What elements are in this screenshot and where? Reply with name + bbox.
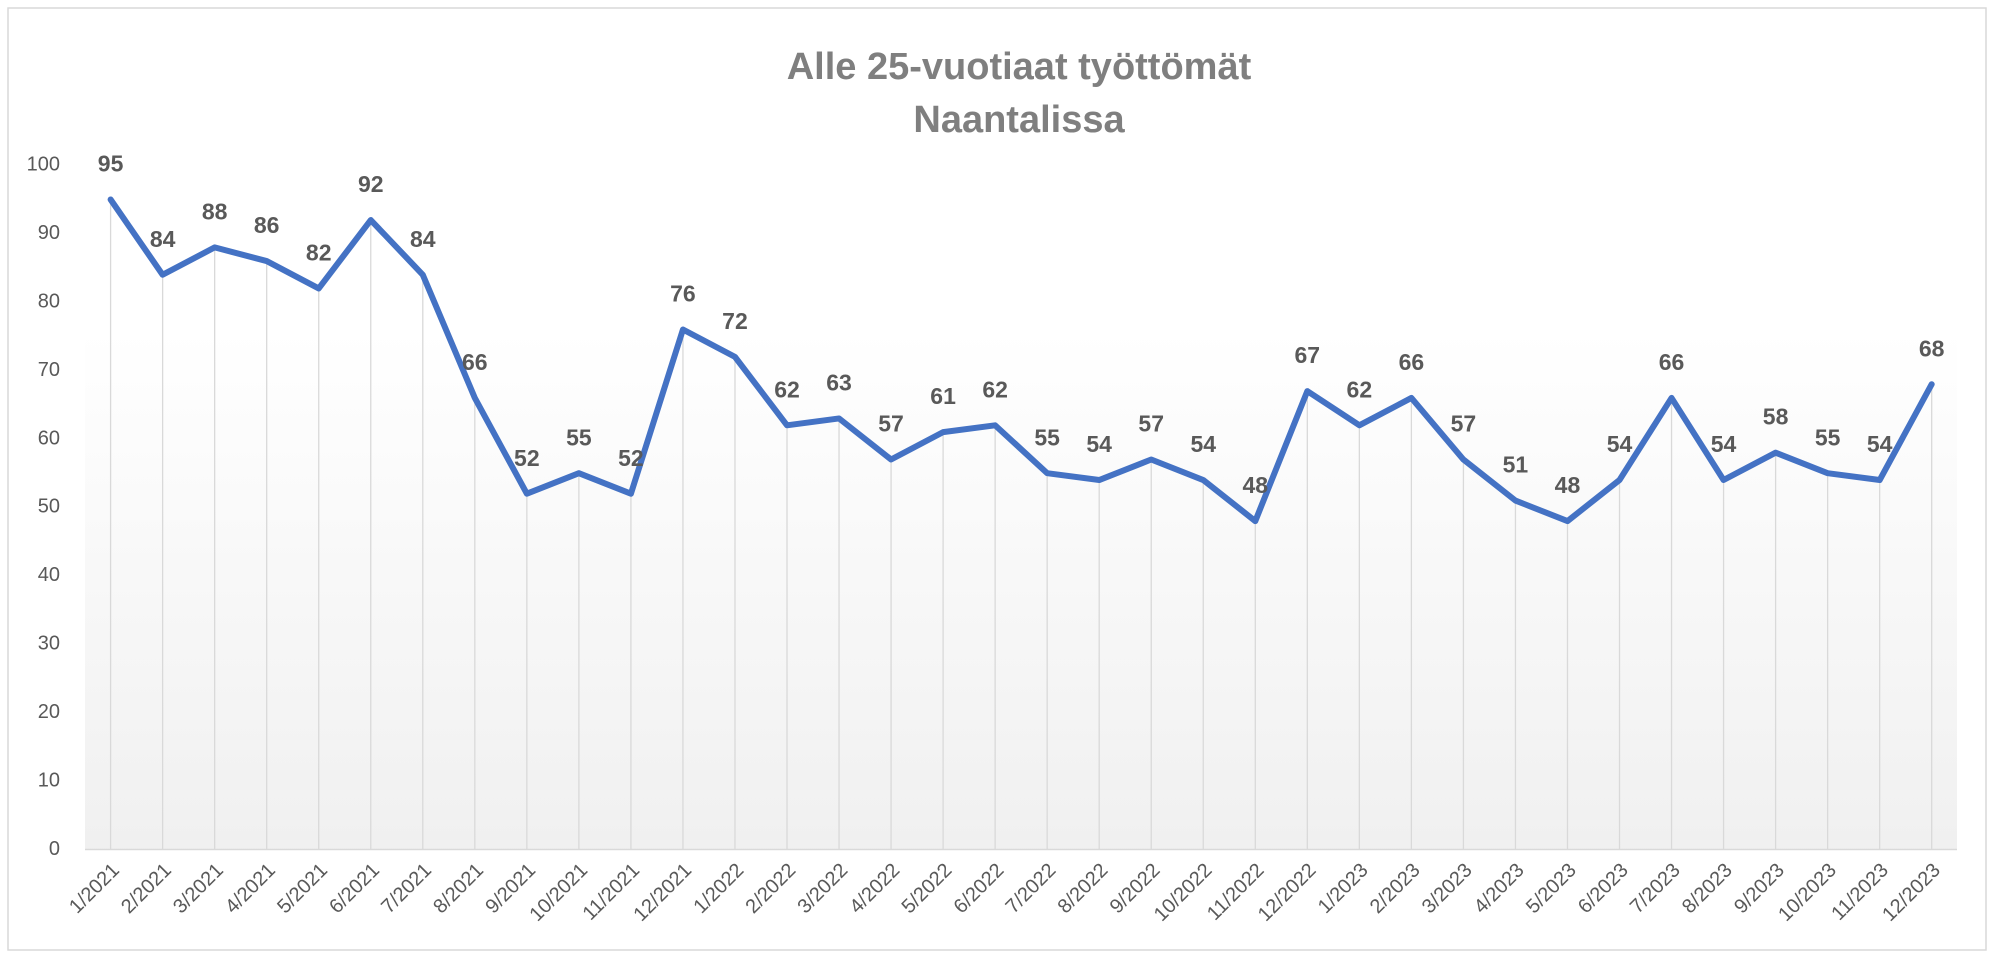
y-tick-label: 100 xyxy=(27,154,60,176)
data-label: 84 xyxy=(150,226,176,252)
data-label: 54 xyxy=(1867,431,1893,457)
data-label: 95 xyxy=(98,151,124,177)
data-label: 84 xyxy=(410,226,436,252)
data-label: 88 xyxy=(202,198,228,224)
y-tick-label: 90 xyxy=(38,222,60,244)
y-tick-label: 0 xyxy=(49,838,60,860)
y-tick-label: 10 xyxy=(38,769,60,791)
data-label: 55 xyxy=(566,424,592,450)
chart-title: Alle 25-vuotiaat työttömät xyxy=(787,46,1252,88)
data-label: 62 xyxy=(1347,376,1373,402)
data-label: 82 xyxy=(306,240,332,266)
y-tick-label: 50 xyxy=(38,496,60,518)
data-label: 55 xyxy=(1034,424,1060,450)
data-label: 48 xyxy=(1242,472,1268,498)
y-tick-label: 60 xyxy=(38,427,60,449)
plot-background xyxy=(85,330,1957,850)
data-label: 86 xyxy=(254,212,280,238)
y-tick-label: 80 xyxy=(38,290,60,312)
data-line xyxy=(107,196,1935,525)
data-label: 66 xyxy=(1399,349,1425,375)
data-label: 52 xyxy=(514,445,540,471)
data-label: 55 xyxy=(1815,424,1841,450)
data-label: 72 xyxy=(722,308,748,334)
chart-title: Naantalissa xyxy=(913,99,1125,141)
data-label: 54 xyxy=(1190,431,1216,457)
data-label: 63 xyxy=(826,370,852,396)
y-tick-label: 20 xyxy=(38,701,60,723)
data-label: 52 xyxy=(618,445,644,471)
data-label: 66 xyxy=(462,349,488,375)
data-label: 54 xyxy=(1711,431,1737,457)
data-label: 54 xyxy=(1086,431,1112,457)
y-tick-label: 40 xyxy=(38,564,60,586)
data-label: 61 xyxy=(930,383,956,409)
data-label: 92 xyxy=(358,171,384,197)
data-label: 62 xyxy=(774,376,800,402)
y-tick-label: 70 xyxy=(38,359,60,381)
data-label: 67 xyxy=(1295,342,1321,368)
data-label: 58 xyxy=(1763,404,1789,430)
data-label: 57 xyxy=(878,411,904,437)
data-label: 48 xyxy=(1555,472,1581,498)
data-label: 68 xyxy=(1919,335,1945,361)
data-label: 62 xyxy=(982,376,1008,402)
data-label: 51 xyxy=(1503,452,1529,478)
y-tick-label: 30 xyxy=(38,633,60,655)
data-label: 66 xyxy=(1659,349,1685,375)
data-label: 57 xyxy=(1451,411,1477,437)
data-label: 57 xyxy=(1138,411,1164,437)
data-label: 54 xyxy=(1607,431,1633,457)
data-label: 76 xyxy=(670,281,696,307)
